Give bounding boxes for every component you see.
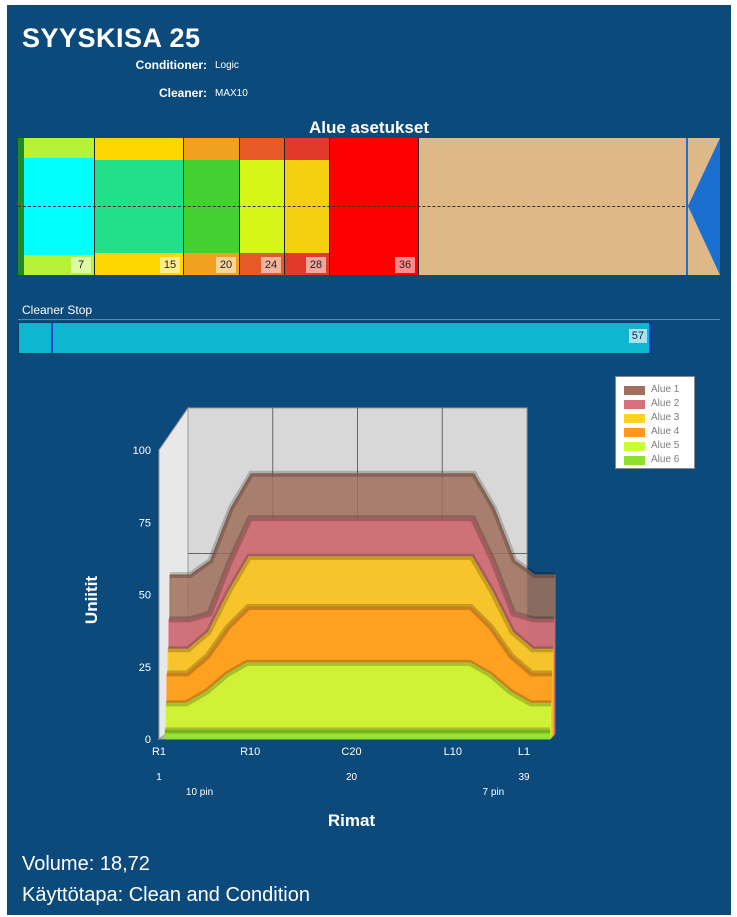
legend-label: Alue 6 bbox=[651, 454, 680, 465]
legend-swatch bbox=[624, 456, 645, 465]
cleaner-stop-bar: 57 bbox=[18, 322, 652, 354]
chart-series-top bbox=[169, 515, 554, 623]
chart-series-top bbox=[170, 470, 555, 579]
chart-series-area bbox=[165, 662, 552, 739]
cleaner-stop-start-marker bbox=[51, 323, 53, 353]
zone-end-value: 28 bbox=[306, 257, 326, 273]
x-tick-label: L10 bbox=[444, 746, 462, 758]
pattern-report-panel: SYYSKISA 25 Conditioner: Logic Cleaner: … bbox=[7, 5, 731, 915]
chart-series-top bbox=[168, 553, 553, 653]
legend-label: Alue 5 bbox=[651, 440, 680, 451]
lane-settings-title: Alue asetukset bbox=[309, 118, 429, 137]
y-tick-label: 50 bbox=[139, 590, 151, 602]
legend-swatch bbox=[624, 414, 645, 423]
zone-end-value: 24 bbox=[261, 257, 281, 273]
zone-end-value: 36 bbox=[395, 257, 415, 273]
y-tick-label: 100 bbox=[133, 445, 151, 457]
x-tick-label: R10 bbox=[240, 746, 260, 758]
x-tick-label: L1 bbox=[518, 746, 530, 758]
legend-swatch bbox=[624, 386, 645, 395]
y-tick-label: 75 bbox=[139, 517, 151, 529]
legend-label: Alue 3 bbox=[651, 412, 680, 423]
chart-series-top bbox=[167, 603, 552, 677]
legend-label: Alue 1 bbox=[651, 384, 680, 395]
pin-deck-icon bbox=[688, 138, 720, 275]
lane-zones-diagram: 7 15 20 24 28 36 bbox=[18, 138, 720, 275]
lane-center-line bbox=[18, 206, 720, 207]
cleaner-stop-end-marker bbox=[649, 323, 651, 353]
y-axis-label: Uniitit bbox=[82, 576, 101, 624]
chart-series-area bbox=[164, 729, 551, 740]
cleaner-value: MAX10 bbox=[215, 88, 248, 99]
conditioner-label: Conditioner: bbox=[135, 58, 207, 72]
legend-label: Alue 4 bbox=[651, 426, 680, 437]
legend-swatch bbox=[624, 442, 645, 451]
chart-legend: Alue 1 Alue 2 Alue 3 Alue 4 Alue 5 Alue 6 bbox=[615, 376, 695, 469]
x-note-left: 10 pin bbox=[186, 787, 213, 798]
cleaner-label: Cleaner: bbox=[158, 86, 207, 100]
legend-label: Alue 2 bbox=[651, 398, 680, 409]
volume-text: Volume: 18,72 bbox=[22, 853, 150, 875]
x-note-right: 7 pin bbox=[482, 787, 504, 798]
legend-swatch bbox=[624, 428, 645, 437]
legend-swatch bbox=[624, 400, 645, 409]
x-tick-label: R1 bbox=[152, 746, 166, 758]
cleaner-stop-value: 57 bbox=[628, 329, 647, 343]
zone-end-value: 20 bbox=[216, 257, 236, 273]
x-axis-label: Rimat bbox=[328, 811, 376, 830]
x-tick-number: 20 bbox=[346, 772, 358, 783]
oil-volume-chart: 0 25 50 75 100 Uniitit R1 1 R10 C20 20 L10 L1 39 10 pi… bbox=[82, 406, 556, 830]
x-tick-number: 39 bbox=[518, 772, 530, 783]
pin-deck-line bbox=[686, 138, 688, 275]
x-tick-label: C20 bbox=[341, 746, 361, 758]
x-tick-number: 1 bbox=[156, 772, 162, 783]
chart-series-top bbox=[166, 659, 551, 707]
zone-end-value: 7 bbox=[71, 257, 91, 273]
y-tick-label: 0 bbox=[145, 734, 151, 746]
cleaner-stop-label: Cleaner Stop bbox=[22, 303, 93, 317]
conditioner-value: Logic bbox=[215, 60, 239, 71]
usage-mode-text: Käyttötapa: Clean and Condition bbox=[22, 884, 310, 906]
pattern-title: SYYSKISA 25 bbox=[22, 23, 201, 53]
zone-end-value: 15 bbox=[160, 257, 180, 273]
y-tick-label: 25 bbox=[139, 662, 151, 674]
